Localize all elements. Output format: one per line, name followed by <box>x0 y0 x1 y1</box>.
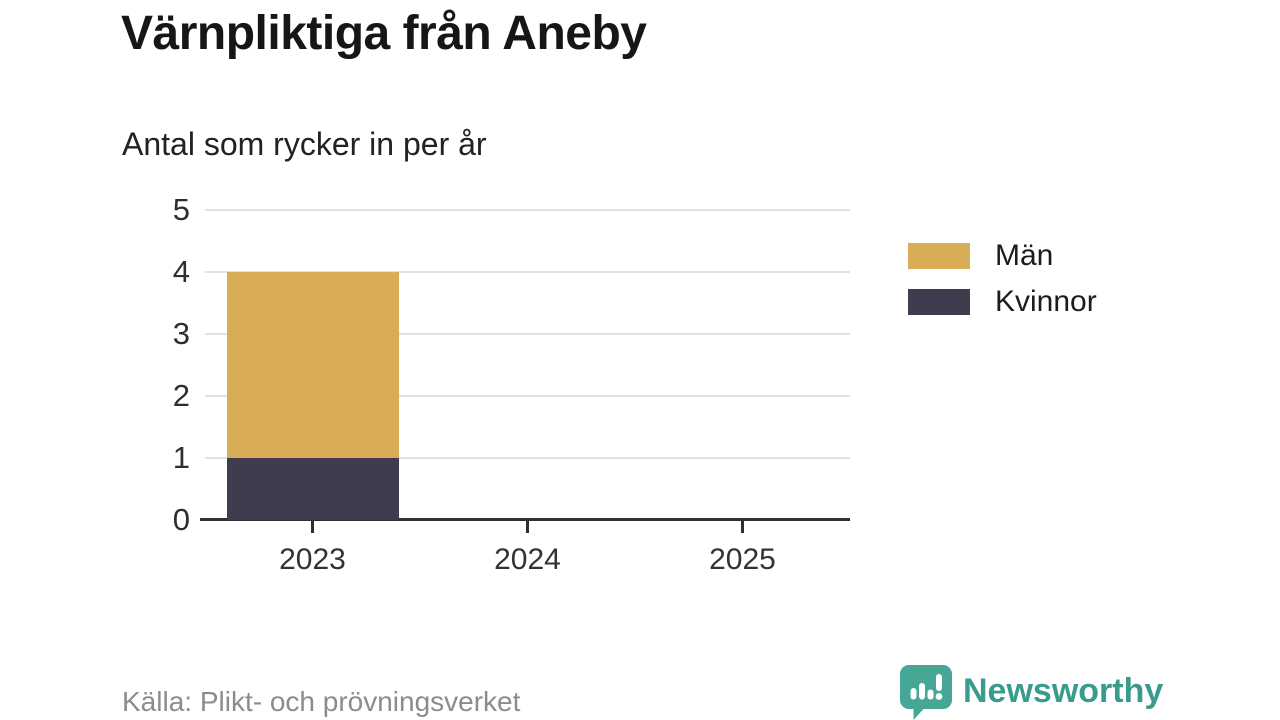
source-note: Källa: Plikt- och prövningsverket <box>122 686 521 717</box>
y-axis-label-2: 2 <box>172 378 190 413</box>
gridline-4 <box>205 271 850 273</box>
brand-name: Newsworthy <box>963 672 1164 710</box>
chart-subtitle: Antal som rycker in per år <box>122 126 487 162</box>
y-axis-label-4: 4 <box>172 254 190 289</box>
x-tick-2024 <box>526 521 529 533</box>
legend-label: Kvinnor <box>995 285 1097 318</box>
gridline-5 <box>205 209 850 211</box>
x-axis-label-2023: 2023 <box>279 543 346 576</box>
gridline-1 <box>205 457 850 459</box>
x-tick-2025 <box>741 521 744 533</box>
legend-item-kvinnor: Kvinnor <box>908 285 1097 318</box>
legend-swatch-kvinnor <box>908 289 970 315</box>
brand: Newsworthy <box>898 663 1163 720</box>
chart-title: Värnpliktiga från Aneby <box>121 7 647 60</box>
y-axis-label-3: 3 <box>172 316 190 351</box>
x-axis-label-2024: 2024 <box>494 543 561 576</box>
gridline-2 <box>205 395 850 397</box>
x-axis-label-2025: 2025 <box>709 543 776 576</box>
x-tick-2023 <box>311 521 314 533</box>
legend-label: Män <box>995 239 1054 272</box>
newsworthy-logo-icon <box>900 665 952 720</box>
legend: Män Kvinnor <box>908 239 1097 335</box>
y-axis-label-1: 1 <box>172 440 190 475</box>
speech-bubble-shape <box>900 665 952 720</box>
bar-2023-män <box>226 272 399 458</box>
legend-item-män: Män <box>908 239 1097 272</box>
y-axis-label-0: 0 <box>172 502 190 537</box>
legend-swatch-män <box>908 243 970 269</box>
x-axis-line <box>200 518 850 521</box>
bar-2023-kvinnor <box>226 458 399 520</box>
gridline-3 <box>205 333 850 335</box>
y-axis-label-5: 5 <box>172 192 190 227</box>
